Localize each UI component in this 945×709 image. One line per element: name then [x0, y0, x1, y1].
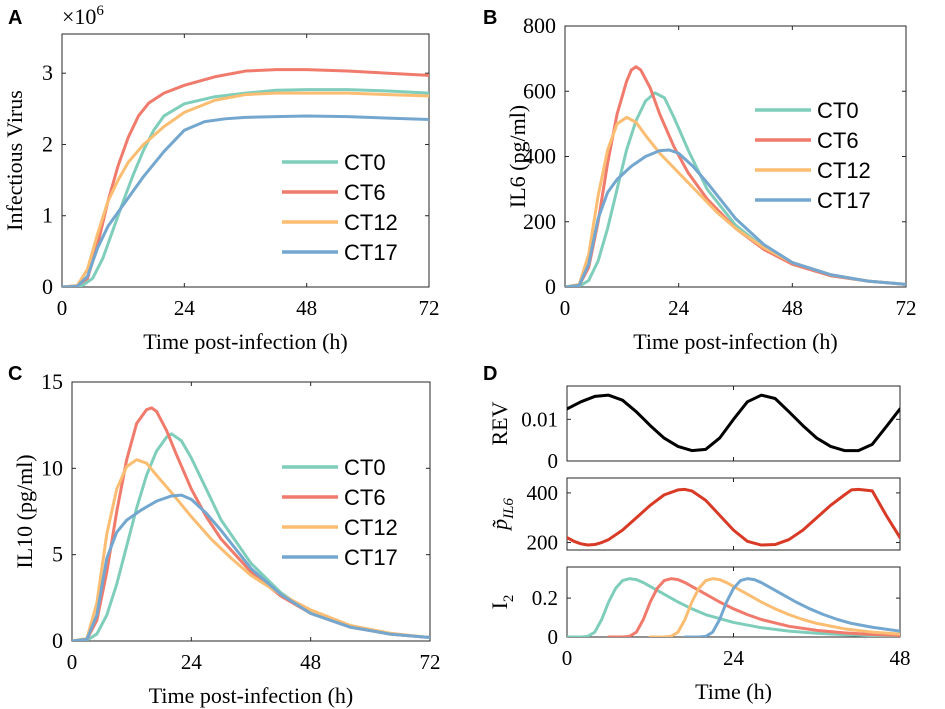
- panel-c-ylabel: IL10 (pg/ml): [12, 454, 37, 568]
- panel-a-xtick-label: 72: [419, 296, 440, 320]
- panel-a-ytick-label: 0: [42, 274, 53, 299]
- panel-b-xtick-label: 72: [896, 296, 917, 320]
- panel-c-xtick-label: 48: [300, 650, 321, 674]
- panel-b-panel-letter: B: [483, 7, 497, 29]
- panel-a-series-ct12: [62, 91, 429, 287]
- panel-d-sub2-axes-frame: [566, 477, 901, 551]
- panel-b-ytick-label: 0: [545, 274, 556, 299]
- panel-a-legend-label-ct17: CT17: [344, 240, 398, 265]
- panel-c-ytick-label: 15: [41, 369, 63, 394]
- panel-c-xtick-label: 0: [67, 650, 78, 674]
- panel-b-ytick-label: 200: [523, 209, 556, 234]
- panel-d-sub2-series-pil6: [567, 487, 900, 547]
- panel-d-sub1-ylabel: REV: [487, 401, 512, 445]
- panel-d-sub3: 0 24 48 0 0.2 I2: [487, 566, 911, 670]
- panel-b-legend-label-ct17: CT17: [817, 188, 871, 213]
- panel-b-ytick-label: 400: [523, 144, 556, 169]
- panel-c-xtick-label: 72: [420, 650, 441, 674]
- panel-b-xtick-label: 24: [668, 296, 690, 320]
- panel-c-xlabel: Time post-infection (h): [149, 683, 354, 708]
- panel-c-axes-frame: [71, 381, 431, 642]
- panel-d-sub3-ytick-label: 0: [548, 625, 559, 649]
- panel-c-ytick-label: 0: [52, 628, 63, 653]
- panel-d-sub3-xtick-label: 24: [723, 646, 745, 670]
- panel-b-legend-label-ct6: CT6: [817, 128, 859, 153]
- panel-a-ylabel: Infectious Virus: [2, 90, 27, 231]
- panel-a-series-ct0: [62, 88, 429, 287]
- panel-d-sub2-ylabel: p̃IL6: [487, 498, 517, 532]
- panel-d-sub3-xtick-label: 48: [890, 646, 911, 670]
- panel-c-series-ct17: [72, 493, 430, 641]
- panel-c-legend-label-ct17: CT17: [344, 545, 398, 570]
- panel-b-legend-label-ct12: CT12: [817, 158, 871, 183]
- panel-b-xtick-label: 48: [782, 296, 803, 320]
- panel-c-legend-label-ct0: CT0: [344, 455, 386, 480]
- panel-d-sub2-ytick-label: 200: [527, 531, 559, 555]
- panel-b-ylabel: IL6 (pg/ml): [505, 105, 530, 208]
- panel-a-legend-label-ct12: CT12: [344, 210, 398, 235]
- panel-c-legend-label-ct6: CT6: [344, 485, 386, 510]
- panel-d-sub1-ytick-label: 0.01: [521, 407, 558, 431]
- panel-b: 0 24 48 72 0 200 400 600 800 Time post-infection …: [483, 7, 917, 354]
- panel-a-xtick-label: 24: [174, 296, 196, 320]
- panel-a-ytick-label: 1: [42, 203, 53, 228]
- panel-b-series-ct17: [565, 148, 906, 287]
- panel-c: 0 24 48 72 0 5 10 15 Time post-infection (h) IL10…: [8, 363, 441, 708]
- panel-d-sub3-ylabel: I2: [487, 595, 517, 610]
- panel-c-legend-label-ct12: CT12: [344, 515, 398, 540]
- panel-d-panel-letter: D: [483, 363, 497, 385]
- panel-c-xtick-label: 24: [181, 650, 203, 674]
- panel-a-xtick-label: 48: [296, 296, 317, 320]
- panel-d-sub2: 200 400 p̃IL6: [487, 477, 901, 555]
- panel-c-ytick-label: 5: [52, 542, 63, 567]
- panel-a-series-ct17: [62, 114, 429, 287]
- panel-a-xlabel: Time post-infection (h): [143, 329, 348, 354]
- panel-a-ytick-label: 2: [42, 131, 53, 156]
- panel-a-xtick-label: 0: [57, 296, 68, 320]
- panel-a-panel-letter: A: [8, 7, 22, 29]
- panel-b-legend-label-ct0: CT0: [817, 98, 859, 123]
- panel-d-sub3-axes-frame: [566, 566, 901, 638]
- panel-d-sub1-series-rev: [567, 393, 900, 453]
- panel-d-sub3-xtick-label: 0: [562, 646, 573, 670]
- panel-a: 0 24 48 72 0 1 2 3 Time post-infection (h) Infect…: [2, 3, 440, 354]
- panel-d-sub1-ytick-label: 0: [548, 449, 559, 473]
- panel-d-sub2-ytick-label: 400: [527, 481, 559, 505]
- panel-b-ytick-label: 800: [523, 13, 556, 38]
- panel-d-sub1: 0 0.01 REV: [487, 385, 901, 473]
- panel-b-axes-frame: [564, 25, 907, 288]
- panel-a-yscale-label: ×106: [62, 3, 104, 29]
- panel-d: 0 0.01 REV 200 400 p̃IL6 0 24 48 0 0.2 I2 Time (h) D: [483, 363, 911, 704]
- panel-a-legend-label-ct0: CT0: [344, 150, 386, 175]
- panel-d-sub3-ytick-label: 0.2: [532, 586, 558, 610]
- panel-a-axes-frame: [61, 33, 430, 288]
- panel-d-sub3-series-ct0: [567, 577, 900, 637]
- panel-c-ytick-label: 10: [41, 455, 63, 480]
- panel-b-xtick-label: 0: [560, 296, 571, 320]
- panel-c-series-ct12: [72, 458, 430, 641]
- panel-b-ytick-label: 600: [523, 78, 556, 103]
- panel-a-ytick-label: 3: [42, 60, 53, 85]
- panel-d-sub3-series-ct6: [607, 577, 900, 637]
- panel-d-sub3-series-ct12: [648, 577, 900, 637]
- panel-c-panel-letter: C: [8, 363, 22, 385]
- panel-b-xlabel: Time post-infection (h): [633, 329, 838, 354]
- panel-d-xlabel: Time (h): [695, 679, 772, 704]
- panel-d-sub3-series-ct17: [683, 577, 900, 637]
- panel-a-legend-label-ct6: CT6: [344, 180, 386, 205]
